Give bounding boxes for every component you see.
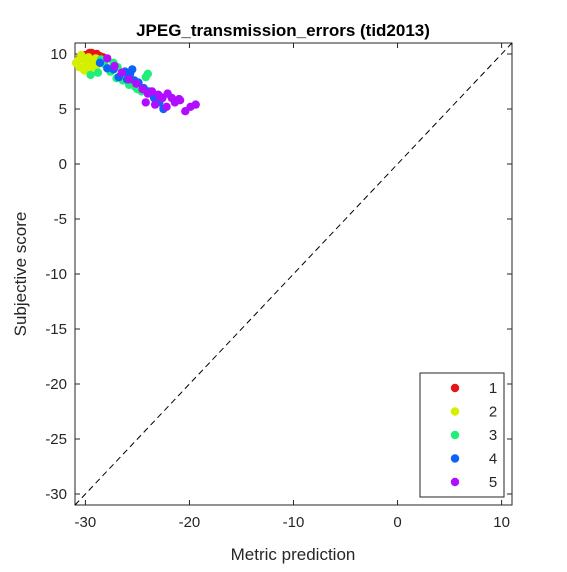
data-point <box>174 94 184 104</box>
y-tick-label: -30 <box>45 486 67 503</box>
legend-label: 4 <box>489 451 497 468</box>
data-point <box>143 69 153 79</box>
series-5 <box>103 54 200 116</box>
y-tick-label: -20 <box>45 376 67 393</box>
plot-area: -30 -20 -10 0 10 10 5 0 -5 -10 -15 -20 -25 -30 <box>45 42 513 531</box>
data-point <box>84 53 93 62</box>
legend-marker <box>450 407 460 416</box>
legend-marker <box>450 454 460 463</box>
legend-label: 1 <box>489 380 497 397</box>
data-point <box>110 61 119 71</box>
x-tick-label: -20 <box>179 514 201 531</box>
x-tick-label: -10 <box>283 514 305 531</box>
legend-marker <box>450 430 460 440</box>
x-tick-label: 10 <box>493 514 510 531</box>
y-tick-label: -10 <box>45 266 67 283</box>
data-point <box>103 54 112 63</box>
y-tick-label: 0 <box>59 156 67 173</box>
x-tick-label: 0 <box>393 514 401 531</box>
x-tick-label: -30 <box>75 514 97 531</box>
data-point <box>141 98 150 107</box>
data-point <box>103 64 112 73</box>
y-tick-label: -15 <box>45 321 67 338</box>
legend-box <box>419 372 505 498</box>
chart-title: JPEG_transmission_errors (tid2013) <box>136 21 430 40</box>
data-point <box>150 100 160 109</box>
legend-label: 2 <box>489 404 497 421</box>
data-point <box>117 68 127 77</box>
data-point <box>132 79 141 88</box>
y-tick-label: 5 <box>59 101 67 118</box>
series-2 <box>71 50 102 75</box>
y-tick-label: -5 <box>54 211 67 228</box>
data-point <box>162 102 171 112</box>
data-point <box>73 56 83 65</box>
data-point <box>124 75 134 84</box>
data-point <box>80 66 89 75</box>
data-point <box>93 68 103 77</box>
data-point <box>128 65 137 74</box>
reference-line <box>74 42 513 506</box>
legend-marker <box>450 383 460 393</box>
data-point <box>147 87 157 96</box>
y-tick-label: 10 <box>50 46 67 63</box>
legend: 1 2 3 4 5 <box>419 372 505 498</box>
data-point <box>191 100 200 109</box>
data-point <box>95 58 105 67</box>
data-point <box>86 70 95 80</box>
x-axis-label: Metric prediction <box>231 545 356 564</box>
legend-label: 3 <box>489 427 497 444</box>
legend-marker <box>450 477 460 487</box>
legend-label: 5 <box>489 474 497 491</box>
y-tick-label: -25 <box>45 431 67 448</box>
data-point <box>156 92 165 102</box>
y-axis-label: Subjective score <box>11 212 30 337</box>
